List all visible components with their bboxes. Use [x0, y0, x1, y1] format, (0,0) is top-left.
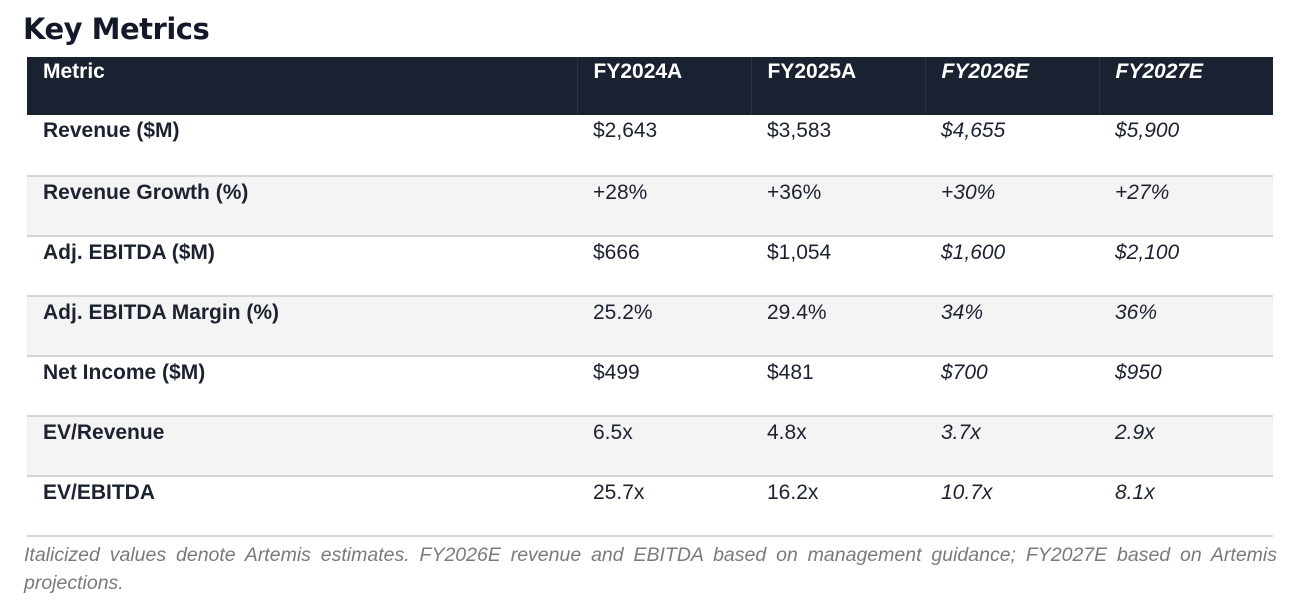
header-fy2026e: FY2026E [924, 57, 1099, 115]
table-row: EV/EBITDA 25.7x 16.2x 10.7x 8.1x [27, 476, 1273, 537]
estimate-cell: +30% [925, 176, 1099, 237]
table-row: Net Income ($M) $499 $481 $700 $950 [27, 356, 1273, 417]
header-fy2025a: FY2025A [750, 57, 925, 115]
value-cell: $1,054 [751, 236, 925, 297]
key-metrics-table: Metric FY2024A FY2025A FY2026E FY2027E R… [27, 57, 1273, 537]
metric-label: EV/Revenue [27, 416, 577, 477]
footnote: Italicized values denote Artemis estimat… [24, 544, 1277, 594]
value-cell: $666 [577, 236, 751, 297]
table-row: EV/Revenue 6.5x 4.8x 3.7x 2.9x [27, 416, 1273, 477]
metric-label: Adj. EBITDA Margin (%) [27, 296, 577, 357]
table-header-row: Metric FY2024A FY2025A FY2026E FY2027E [27, 57, 1273, 115]
estimate-cell: $950 [1099, 356, 1273, 417]
estimate-cell: $700 [925, 356, 1099, 417]
value-cell: 4.8x [751, 416, 925, 477]
estimate-cell: 2.9x [1099, 416, 1273, 477]
estimate-cell: $1,600 [925, 236, 1099, 297]
metric-label: Revenue Growth (%) [27, 176, 577, 237]
estimate-cell: 3.7x [925, 416, 1099, 477]
value-cell: +36% [751, 176, 925, 237]
value-cell: $499 [577, 356, 751, 417]
estimate-cell: 8.1x [1099, 476, 1273, 537]
estimate-cell: 10.7x [925, 476, 1099, 537]
metric-label: Net Income ($M) [27, 356, 577, 417]
value-cell: 25.2% [577, 296, 751, 357]
metric-label: Revenue ($M) [27, 115, 577, 177]
estimate-cell: 36% [1099, 296, 1273, 357]
estimate-cell: $2,100 [1099, 236, 1273, 297]
header-metric: Metric [27, 57, 577, 115]
value-cell: 6.5x [577, 416, 751, 477]
estimate-cell: 34% [925, 296, 1099, 357]
value-cell: +28% [577, 176, 751, 237]
metric-label: EV/EBITDA [27, 476, 577, 537]
estimate-cell: $4,655 [925, 115, 1099, 177]
table-row: Adj. EBITDA Margin (%) 25.2% 29.4% 34% 3… [27, 296, 1273, 357]
table-row: Revenue Growth (%) +28% +36% +30% +27% [27, 176, 1273, 237]
estimate-cell: $5,900 [1099, 115, 1273, 177]
value-cell: $481 [751, 356, 925, 417]
value-cell: $3,583 [751, 115, 925, 177]
value-cell: $2,643 [577, 115, 751, 177]
table-row: Adj. EBITDA ($M) $666 $1,054 $1,600 $2,1… [27, 236, 1273, 297]
value-cell: 16.2x [751, 476, 925, 537]
page-title: Key Metrics [23, 12, 210, 46]
estimate-cell: +27% [1099, 176, 1273, 237]
header-fy2024a: FY2024A [576, 57, 751, 115]
value-cell: 29.4% [751, 296, 925, 357]
table-row: Revenue ($M) $2,643 $3,583 $4,655 $5,900 [27, 115, 1273, 177]
value-cell: 25.7x [577, 476, 751, 537]
metric-label: Adj. EBITDA ($M) [27, 236, 577, 297]
header-fy2027e: FY2027E [1098, 57, 1273, 115]
